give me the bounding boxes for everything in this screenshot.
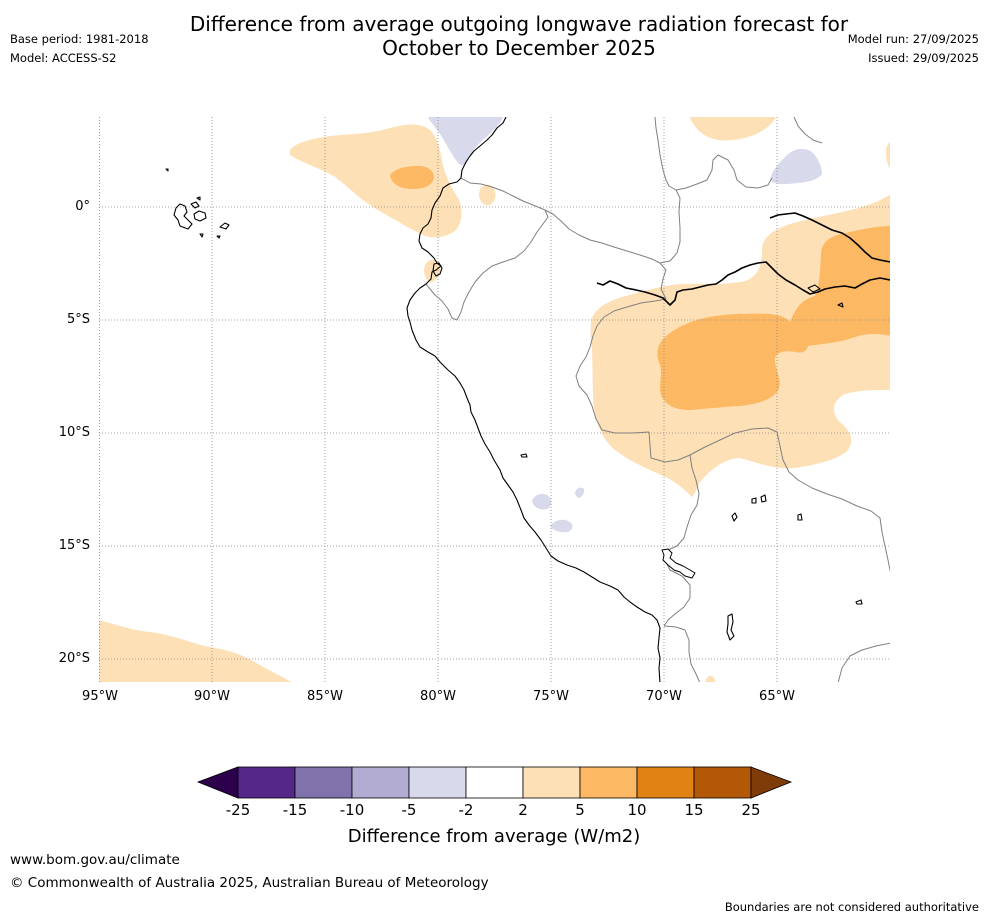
- galapagos-islands: [165, 168, 230, 239]
- colorbar-bin-5-10: [579, 766, 638, 799]
- anomaly-region-neg-5-to-2-peru-c: [575, 487, 585, 498]
- colorbar-over-triangle: [750, 766, 793, 799]
- lake-c: [760, 494, 767, 503]
- island-small-d: [165, 168, 169, 172]
- lat-label-15s: 15°S: [58, 538, 90, 553]
- colorbar-bin-15-25: [693, 766, 752, 799]
- colorbar-tick: 25: [741, 801, 761, 819]
- colorbar-bin-neg25-neg15: [237, 766, 296, 799]
- model-text: Model: ACCESS-S2: [10, 51, 117, 65]
- island-santiago: [190, 201, 200, 209]
- lake-b: [751, 497, 757, 504]
- anomaly-region-5-to-10-amazon: [657, 226, 890, 410]
- coastline-pacific: [406, 117, 661, 682]
- island-isabela: [173, 203, 193, 230]
- map-panel: [99, 117, 890, 682]
- colorbar-tick: 5: [575, 801, 585, 819]
- anomaly-region-neg-5-to-2-peru-a: [532, 493, 552, 510]
- anomaly-region-5-to-10-ecuador-offshore: [390, 165, 434, 189]
- colorbar-bin-neg2-2: [465, 766, 524, 799]
- border-peru-brazil: [575, 298, 667, 434]
- island-puna: [432, 262, 443, 277]
- lake-d: [797, 513, 803, 521]
- lon-label-65w: 65°W: [759, 689, 795, 704]
- anomaly-region-2-to-5-east-edge: [886, 141, 890, 169]
- lat-label-5s: 5°S: [66, 312, 90, 327]
- anomaly-region-2-to-5-ecuador-offshore: [290, 124, 462, 238]
- lon-label-90w: 90°W: [194, 689, 230, 704]
- anomaly-region-2-to-5-venezuela: [690, 117, 776, 141]
- river-negro: [769, 212, 890, 263]
- border-venezuela-brazil: [675, 154, 773, 191]
- anomaly-region-neg-5-to-2-north-brazil: [770, 148, 822, 185]
- footer-url: www.bom.gov.au/climate: [10, 852, 180, 868]
- island-small-b: [199, 233, 204, 238]
- chart-title-line-2: October to December 2025: [382, 36, 656, 60]
- anomaly-region-2-to-5-colombia-small: [478, 184, 496, 206]
- colorbar-tick: 2: [518, 801, 528, 819]
- coastlines: [165, 117, 890, 682]
- lake-e: [855, 599, 863, 605]
- lon-label-95w: 95°W: [82, 689, 118, 704]
- island-san-cristobal: [219, 222, 230, 230]
- border-ecuador-peru: [425, 209, 549, 321]
- model-run-text: Model run: 27/09/2025: [847, 32, 979, 46]
- river-island-a: [807, 284, 821, 293]
- country-borders: [425, 117, 890, 682]
- colorbar-bin-neg15-neg10: [294, 766, 353, 799]
- issued-text: Issued: 29/09/2025: [868, 51, 979, 65]
- colorbar-label: Difference from average (W/m2): [347, 826, 641, 847]
- salt-flat-outline: [726, 613, 735, 641]
- chart-title-line-1: Difference from average outgoing longwav…: [189, 12, 849, 36]
- anomaly-region-neg-5-to-2-peru-b: [550, 519, 573, 533]
- colorbar-under-triangle: [196, 766, 239, 799]
- colorbar-bin-neg10-neg5: [351, 766, 410, 799]
- footer-disclaimer: Boundaries are not considered authoritat…: [724, 900, 979, 914]
- lake-a: [731, 512, 738, 522]
- colorbar: [196, 766, 793, 799]
- lon-label-70w: 70°W: [646, 689, 682, 704]
- border-colombia-peru: [544, 209, 667, 300]
- border-bolivia-brazil: [648, 427, 890, 573]
- border-bolivia-argentina: [837, 642, 890, 682]
- footer-copyright: © Commonwealth of Australia 2025, Austra…: [10, 875, 489, 891]
- lat-label-20s: 20°S: [58, 651, 90, 666]
- lake-titicaca: [661, 548, 696, 579]
- colorbar-tick: -10: [339, 801, 365, 819]
- lon-label-75w: 75°W: [533, 689, 569, 704]
- base-period-text: Base period: 1981-2018: [10, 32, 149, 46]
- lon-label-85w: 85°W: [307, 689, 343, 704]
- colorbar-tick: 15: [684, 801, 704, 819]
- anomaly-shading: [99, 117, 890, 682]
- river-amazon: [596, 261, 890, 306]
- colorbar-bin-2-5: [522, 766, 581, 799]
- coastal-islet: [520, 453, 528, 458]
- colorbar-tick: -15: [282, 801, 308, 819]
- lon-label-80w: 80°W: [420, 689, 456, 704]
- colorbar-bin-10-15: [636, 766, 695, 799]
- colorbar-tick: -2: [458, 801, 474, 819]
- gridlines: [99, 117, 890, 682]
- colorbar-tick: -25: [225, 801, 251, 819]
- anomaly-region-2-to-5-southwest-pacific: [99, 620, 292, 682]
- colorbar-tick: 10: [627, 801, 647, 819]
- colorbar-bin-neg5-neg2: [408, 766, 467, 799]
- island-santa-cruz: [193, 210, 207, 222]
- colorbar-tick: -5: [401, 801, 417, 819]
- border-chile-bolivia: [663, 625, 701, 682]
- border-venezuela-north: [793, 117, 823, 144]
- river-island-b: [837, 302, 844, 308]
- anomaly-region-neg-5-to-2-colombia: [428, 117, 503, 166]
- island-small-a: [196, 196, 201, 201]
- anomaly-region-2-to-5-chile-small: [705, 675, 716, 682]
- chart-title: Difference from average outgoing longwav…: [190, 12, 848, 60]
- lat-label-10s: 10°S: [58, 425, 90, 440]
- island-small-c: [216, 235, 221, 239]
- border-colombia-ecuador: [460, 177, 546, 211]
- lat-label-0: 0°: [75, 199, 90, 214]
